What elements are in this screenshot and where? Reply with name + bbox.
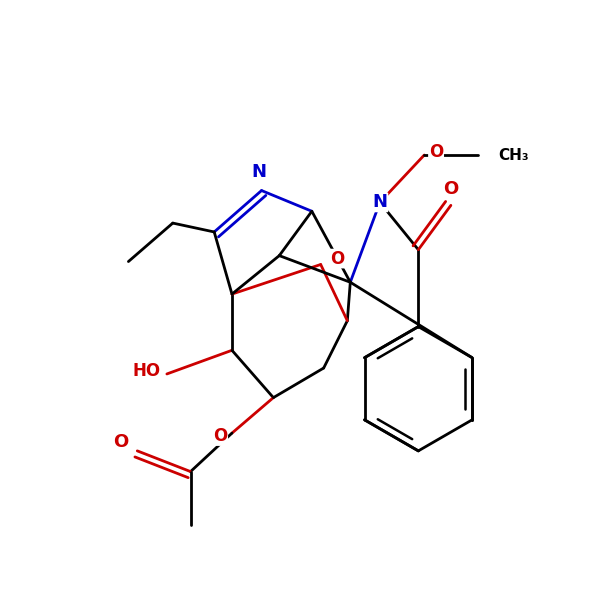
Text: O: O	[429, 143, 443, 161]
Text: O: O	[213, 427, 227, 445]
Text: O: O	[443, 180, 458, 198]
Text: O: O	[113, 433, 128, 451]
Text: HO: HO	[132, 362, 160, 380]
Text: O: O	[330, 250, 344, 268]
Text: CH₃: CH₃	[498, 148, 529, 163]
Text: N: N	[373, 193, 388, 211]
Text: N: N	[251, 163, 266, 181]
